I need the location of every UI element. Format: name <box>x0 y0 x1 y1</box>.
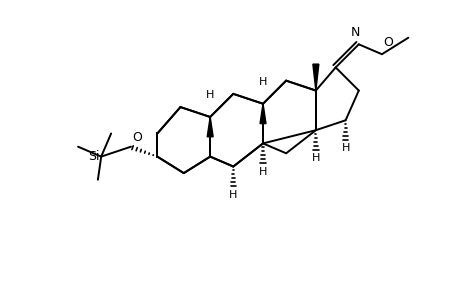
Text: H: H <box>258 77 267 87</box>
Text: H: H <box>311 153 319 163</box>
Polygon shape <box>259 104 265 124</box>
Text: O: O <box>132 131 141 144</box>
Polygon shape <box>207 117 213 137</box>
Text: H: H <box>229 190 237 200</box>
Text: N: N <box>350 26 359 39</box>
Text: Si: Si <box>88 150 99 163</box>
Text: O: O <box>383 36 392 49</box>
Text: H: H <box>341 143 349 153</box>
Text: H: H <box>206 91 214 100</box>
Text: H: H <box>258 167 267 176</box>
Polygon shape <box>312 64 318 91</box>
